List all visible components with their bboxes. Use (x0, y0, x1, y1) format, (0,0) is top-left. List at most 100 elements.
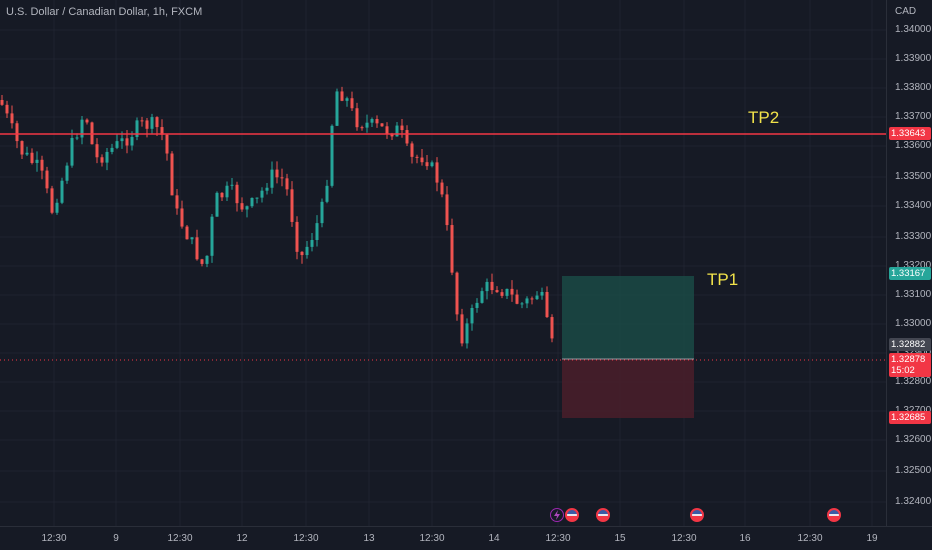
price-tick-label: 1.32900 (895, 347, 931, 358)
candle-body (405, 130, 409, 144)
candle-body (540, 292, 544, 296)
candle-body (175, 195, 179, 209)
candle-body (170, 153, 174, 196)
candle-body (180, 208, 184, 227)
candle-body (115, 141, 119, 148)
time-tick-label: 14 (488, 533, 500, 544)
tp1-label[interactable]: TP1 (707, 270, 739, 289)
tp2-price-tag: 1.33643 (889, 127, 931, 140)
candle-body (515, 294, 519, 304)
price-tick-label: 1.33300 (895, 231, 932, 242)
candle-body (470, 307, 474, 324)
currency-label: CAD (895, 6, 917, 17)
candle-body (160, 127, 164, 135)
price-tick-label: 1.32400 (895, 496, 932, 507)
candle-body (450, 225, 454, 273)
candle-body (195, 237, 199, 260)
candle-body (100, 157, 104, 163)
candle-body (5, 104, 9, 114)
time-tick-label: 12:30 (671, 533, 697, 544)
candle-body (190, 237, 194, 240)
last-close-tag: 1.32882 (889, 338, 931, 351)
candle-body (40, 159, 44, 171)
symbol-title[interactable]: U.S. Dollar / Canadian Dollar, 1h, FXCM (6, 6, 203, 18)
candle-body (65, 165, 69, 181)
candle-body (25, 152, 29, 155)
candle-body (310, 240, 314, 247)
time-axis[interactable]: 12:30 9 12:30 12 12:30 13 12:30 14 12:30 15 12:30 1… (0, 526, 932, 550)
price-tick-label: 1.33500 (895, 171, 932, 182)
lightning-icon[interactable] (550, 508, 564, 522)
candle-body (440, 182, 444, 195)
candle-body (15, 123, 19, 142)
price-axis[interactable]: CAD 1.34000 1.33900 1.33800 1.33700 1.33600 1… (886, 0, 932, 526)
us-flag-icon[interactable] (690, 508, 704, 522)
candle-body (395, 125, 399, 137)
stop-price-tag: 1.32685 (889, 411, 931, 424)
candle-body (400, 125, 404, 131)
price-tick-label: 1.33000 (895, 318, 932, 329)
candle-body (415, 156, 419, 158)
candle-body (485, 281, 489, 292)
candle-body (260, 190, 264, 198)
candle-body (360, 127, 364, 129)
price-chart[interactable] (0, 0, 886, 526)
candle-body (215, 192, 219, 217)
candle-body (35, 159, 39, 163)
candle-body (45, 170, 49, 189)
time-tick-label: 12:30 (545, 533, 571, 544)
candle-body (10, 113, 14, 124)
candle-body (140, 120, 144, 122)
candle-body (290, 189, 294, 222)
candle-body (350, 98, 354, 109)
candle-body (285, 178, 289, 190)
time-tick-label: 19 (866, 533, 878, 544)
time-tick-label: 13 (363, 533, 375, 544)
time-tick-label: 16 (739, 533, 751, 544)
candle-body (495, 290, 499, 293)
candle-body (375, 119, 379, 124)
candle-body (320, 201, 324, 224)
candle-body (385, 126, 389, 134)
candle-body (520, 303, 524, 305)
price-tick-label: 1.32700 (895, 405, 931, 416)
candle-body (105, 151, 109, 163)
price-tick-label: 1.32600 (895, 434, 932, 445)
tp2-label[interactable]: TP2 (748, 108, 780, 127)
candle-body (110, 147, 114, 152)
time-tick-label: 12:30 (41, 533, 67, 544)
candle-body (265, 187, 269, 191)
candle-body (490, 281, 494, 291)
candle-body (225, 185, 229, 198)
tp1-price-tag: 1.33167 (889, 267, 931, 280)
price-tick-label: 1.33600 (895, 140, 932, 151)
us-flag-icon[interactable] (596, 508, 610, 522)
candle-body (235, 184, 239, 204)
candle-body (480, 291, 484, 303)
candle-body (420, 157, 424, 163)
us-flag-icon[interactable] (827, 508, 841, 522)
current-price-tag: 1.32878 15:02 (889, 353, 931, 377)
candle-body (275, 169, 279, 178)
candle-body (50, 188, 54, 213)
candle-body (280, 177, 284, 179)
candle-body (445, 194, 449, 226)
price-tick-label: 1.33800 (895, 82, 932, 93)
candle-body (210, 216, 214, 256)
candle-body (70, 137, 74, 166)
candle-body (240, 203, 244, 210)
candle-body (370, 119, 374, 123)
us-flag-icon[interactable] (565, 508, 579, 522)
candle-body (155, 117, 159, 128)
time-tick-label: 12:30 (293, 533, 319, 544)
price-tick-label: 1.34000 (895, 24, 932, 35)
candle-body (230, 184, 234, 186)
candle-body (200, 259, 204, 264)
candle-body (365, 122, 369, 128)
time-tick-label: 12:30 (419, 533, 445, 544)
candle-body (390, 133, 394, 137)
candle-body (545, 292, 549, 318)
candle-body (510, 288, 514, 295)
candle-body (335, 91, 339, 126)
candle-body (305, 246, 309, 256)
